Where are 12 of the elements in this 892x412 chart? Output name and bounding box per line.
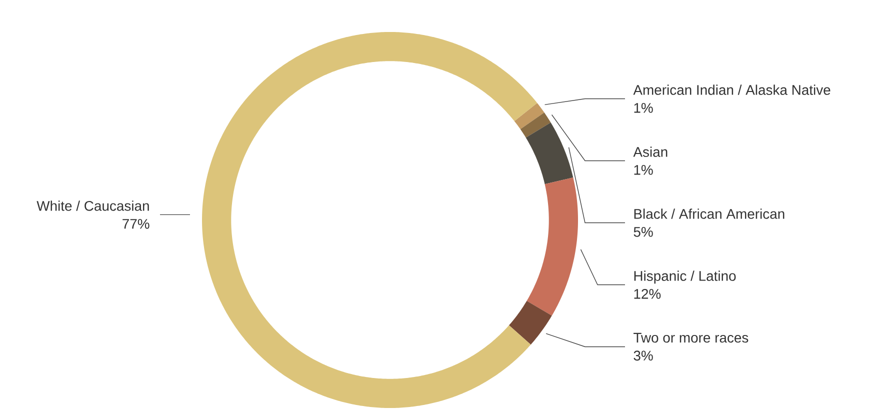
data-label: 5% [634,226,653,237]
slice-label: Asian [633,146,668,157]
data-label: 77% [122,218,150,229]
slice-label: Hispanic / Latino [634,270,736,284]
data-label: 1% [634,165,653,175]
data-label: 3% [634,350,653,361]
slice-label: White / Caucasian [36,200,149,211]
slice-label: Two or more races [634,332,748,343]
data-label: 1% [634,103,653,113]
slice-label: American Indian / Alaska Native [633,84,830,95]
data-label: 12% [634,288,661,299]
slice-label: Black / African American [634,208,784,219]
